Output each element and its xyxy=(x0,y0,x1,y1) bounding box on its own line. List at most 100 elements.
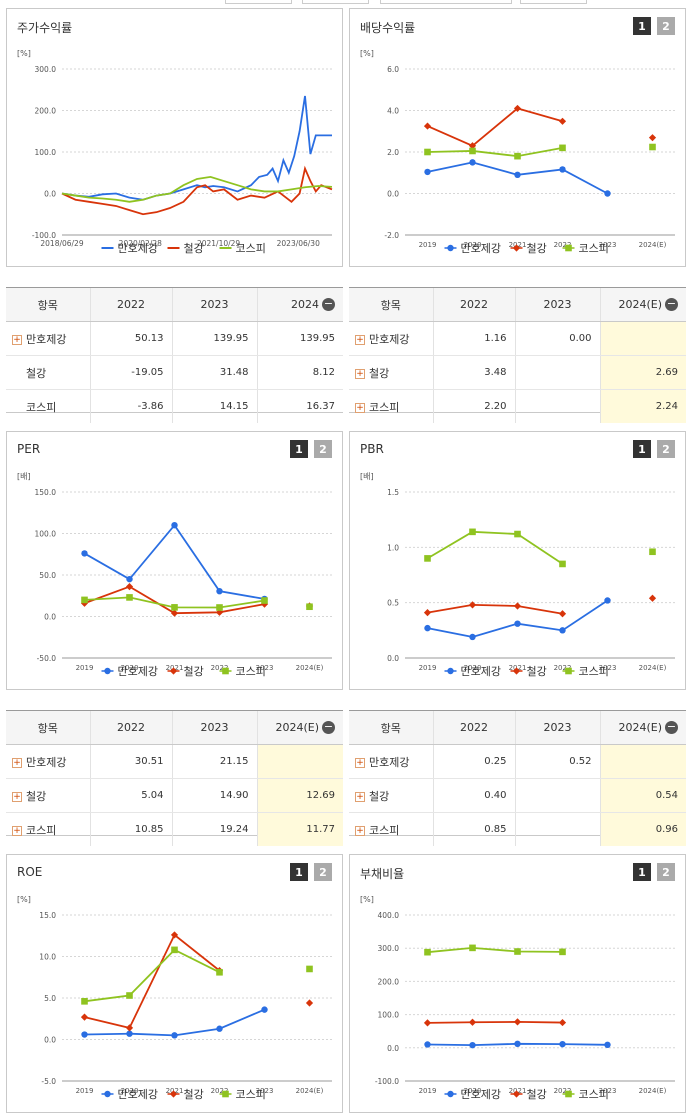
chart-mode-1-button[interactable]: 1 xyxy=(290,863,308,881)
value-cell: 2.69 xyxy=(599,355,686,390)
data-point-2 xyxy=(468,601,477,609)
top-tab-3[interactable] xyxy=(380,0,512,4)
chart-mode-2-button[interactable]: 2 xyxy=(314,863,332,881)
y-tick-label: -100.0 xyxy=(375,1077,399,1086)
chart-mode-1-button[interactable]: 1 xyxy=(633,440,651,458)
table-row: 철강 -19.05 31.48 8.12 xyxy=(6,355,343,390)
x-tick-label: 2023 xyxy=(599,241,617,249)
row-label-cell: 철강 xyxy=(6,355,90,390)
legend-swatch xyxy=(222,1090,229,1098)
value-cell: 16.37 xyxy=(256,389,343,423)
expand-row-icon[interactable]: + xyxy=(355,791,365,802)
header-year: 2022 xyxy=(89,288,172,322)
chart-mode-2-button[interactable]: 2 xyxy=(657,17,675,35)
y-tick-label: 0.5 xyxy=(387,599,399,608)
header-item-label: 항목 xyxy=(349,288,433,322)
expand-row-icon[interactable]: + xyxy=(355,334,365,345)
expand-row-icon[interactable]: + xyxy=(355,757,365,768)
legend-swatch xyxy=(512,667,521,675)
value-cell xyxy=(599,321,686,356)
data-point-3 xyxy=(306,603,313,611)
x-tick-label: 2019 xyxy=(76,1087,94,1095)
top-tab-4[interactable] xyxy=(520,0,587,4)
table-pbr: 항목 2022 2023 2024(E) − + 만호제강 0.25 0.52 + 철강 0.40 0.… xyxy=(349,710,686,846)
header-item-label: 항목 xyxy=(6,711,90,745)
x-tick-label: 2021 xyxy=(509,1087,527,1095)
expand-row-icon[interactable]: + xyxy=(355,368,365,379)
data-point-3 xyxy=(306,965,313,973)
x-tick-label: 2022 xyxy=(554,1087,572,1095)
row-label: 만호제강 xyxy=(26,755,67,769)
legend-label: 만호제강 xyxy=(118,1088,158,1101)
data-point-2 xyxy=(558,1018,567,1027)
table-header-row: 항목 2022 2023 2024(E) − xyxy=(349,288,686,322)
header-year-label: 2023 xyxy=(543,721,572,734)
data-point-3 xyxy=(649,143,656,151)
legend-swatch xyxy=(222,667,229,675)
chart-mode-1-button[interactable]: 1 xyxy=(633,17,651,35)
collapse-column-button[interactable]: − xyxy=(665,297,678,312)
row-label: 코스피 xyxy=(369,400,400,414)
expand-row-icon[interactable]: + xyxy=(12,334,22,345)
data-point-3 xyxy=(559,144,566,152)
header-year-label: 2022 xyxy=(117,298,145,311)
data-point-1 xyxy=(469,1041,476,1049)
x-tick-label: 2024(E) xyxy=(639,241,667,249)
row-label: 만호제강 xyxy=(369,755,410,769)
collapse-column-button[interactable]: − xyxy=(665,720,678,735)
expand-row-icon[interactable]: + xyxy=(12,825,22,836)
value-cell: 19.24 xyxy=(171,812,257,846)
chart-mode-2-button[interactable]: 2 xyxy=(657,863,675,881)
chart-title: 부채비율 xyxy=(360,867,405,881)
data-point-2 xyxy=(125,1024,134,1032)
row-label: 철강 xyxy=(369,789,390,803)
expand-row-icon[interactable]: + xyxy=(355,825,365,836)
x-tick-label: 2020 xyxy=(121,664,139,672)
chart-mode-1-button[interactable]: 1 xyxy=(290,440,308,458)
data-table: 항목 2022 2023 2024(E) − + 만호제강 0.25 0.52 + 철강 0.40 0.… xyxy=(349,711,686,846)
value-cell xyxy=(599,744,686,779)
x-tick-label: 2019 xyxy=(76,664,94,672)
legend-swatch xyxy=(104,667,111,675)
data-point-2 xyxy=(305,999,314,1007)
collapse-column-button[interactable]: − xyxy=(322,720,335,735)
legend-label: 철강 xyxy=(527,665,547,678)
data-point-3 xyxy=(261,597,268,604)
legend-swatch xyxy=(565,667,572,675)
pbr-chart: [배] 1.5 1.0 0.5 0.0 2019 2020 2021 2022 2023 2024(… xyxy=(360,472,675,678)
data-point-3 xyxy=(469,944,476,952)
expand-row-icon[interactable]: + xyxy=(12,757,22,768)
data-table: 항목 2022 2023 2024− + 만호제강 50.13 139.95 139.95 철강 -… xyxy=(6,288,343,423)
table-row: + 코스피 0.85 0.96 xyxy=(349,812,686,846)
legend-swatch xyxy=(104,1090,111,1098)
header-year: 2023 xyxy=(171,711,257,745)
chart-mode-2-button[interactable]: 2 xyxy=(314,440,332,458)
value-cell: 14.90 xyxy=(171,778,257,813)
data-point-1 xyxy=(469,633,476,641)
data-point-3 xyxy=(514,152,521,160)
header-year-label: 2024(E) xyxy=(275,720,319,734)
data-point-1 xyxy=(469,159,476,166)
value-cell: -19.05 xyxy=(89,355,172,390)
top-tab-2[interactable] xyxy=(302,0,369,4)
per-chart: [배] 150.0 100.0 50.0 0.0 -50.0 2019 2020 2021 202… xyxy=(17,472,332,678)
chart-mode-1-button[interactable]: 1 xyxy=(633,863,651,881)
collapse-column-button[interactable]: − xyxy=(322,297,335,312)
expand-row-icon[interactable]: + xyxy=(355,402,365,413)
data-point-2 xyxy=(423,1019,432,1027)
header-item-label: 항목 xyxy=(6,288,90,322)
data-point-1 xyxy=(559,1040,566,1048)
y-tick-label: -2.0 xyxy=(384,231,399,240)
y-tick-label: 150.0 xyxy=(35,488,57,497)
chart-title: PBR xyxy=(360,442,384,456)
legend-swatch xyxy=(169,667,178,675)
expand-row-icon[interactable]: + xyxy=(12,791,22,802)
chart-title: 배당수익률 xyxy=(360,21,416,35)
y-tick-label: 0.0 xyxy=(387,654,399,663)
value-cell: 30.51 xyxy=(89,744,172,779)
top-tab-1[interactable] xyxy=(225,0,292,4)
header-year: 2023 xyxy=(514,288,600,322)
value-cell: 5.04 xyxy=(89,778,172,813)
chart-mode-2-button[interactable]: 2 xyxy=(657,440,675,458)
header-year-label: 2023 xyxy=(200,298,229,311)
